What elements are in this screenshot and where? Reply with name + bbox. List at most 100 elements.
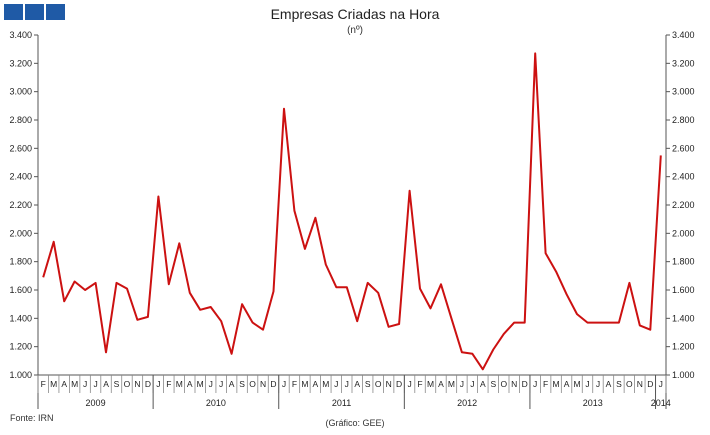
month-label: J: [533, 379, 537, 389]
month-label: F: [417, 379, 422, 389]
month-label: A: [103, 379, 109, 389]
y-tick-label-left: 3.200: [9, 58, 32, 68]
month-label: S: [114, 379, 120, 389]
y-tick-label-right: 2.200: [672, 200, 695, 210]
month-label: J: [83, 379, 87, 389]
month-label: M: [71, 379, 78, 389]
y-tick-label-right: 1.600: [672, 285, 695, 295]
month-label: M: [197, 379, 204, 389]
month-label: J: [334, 379, 338, 389]
month-label: J: [209, 379, 213, 389]
month-label: N: [637, 379, 643, 389]
year-label: 2011: [332, 398, 351, 408]
month-label: D: [145, 379, 151, 389]
month-label: A: [606, 379, 612, 389]
month-label: M: [448, 379, 455, 389]
month-label: F: [166, 379, 171, 389]
month-label: A: [229, 379, 235, 389]
logo-block-1: [4, 4, 23, 20]
month-label: J: [93, 379, 97, 389]
month-label: J: [282, 379, 286, 389]
month-label: J: [470, 379, 474, 389]
y-tick-label-left: 2.000: [9, 228, 32, 238]
y-tick-label-left: 2.800: [9, 115, 32, 125]
series-line: [42, 52, 662, 371]
month-label: D: [647, 379, 653, 389]
year-label: 2014: [651, 398, 671, 408]
month-label: O: [249, 379, 256, 389]
month-label: J: [407, 379, 411, 389]
y-tick-label-right: 3.400: [672, 30, 695, 40]
month-label: J: [585, 379, 589, 389]
chart-title: Empresas Criadas na Hora: [270, 6, 440, 22]
month-label: S: [490, 379, 496, 389]
month-label: D: [522, 379, 528, 389]
month-label: A: [354, 379, 360, 389]
y-tick-label-left: 1.800: [9, 257, 32, 267]
month-label: D: [396, 379, 402, 389]
chart-subtitle: (nº): [347, 25, 363, 36]
year-label: 2010: [206, 398, 226, 408]
y-tick-label-left: 1.600: [9, 285, 32, 295]
month-label: M: [301, 379, 308, 389]
month-label: O: [375, 379, 382, 389]
month-label: F: [292, 379, 297, 389]
y-tick-label-right: 3.000: [672, 87, 695, 97]
month-label: A: [438, 379, 444, 389]
y-tick-label-right: 1.400: [672, 313, 695, 323]
y-tick-label-right: 1.000: [672, 370, 695, 380]
y-tick-label-right: 1.800: [672, 257, 695, 267]
month-label: A: [564, 379, 570, 389]
month-label: M: [322, 379, 329, 389]
month-label: J: [596, 379, 600, 389]
month-label: A: [61, 379, 67, 389]
month-label: J: [345, 379, 349, 389]
month-label: M: [50, 379, 57, 389]
month-label: M: [573, 379, 580, 389]
month-label: J: [460, 379, 464, 389]
month-label: O: [626, 379, 633, 389]
month-label: M: [427, 379, 434, 389]
y-tick-label-left: 2.600: [9, 143, 32, 153]
month-label: J: [156, 379, 160, 389]
year-label: 2009: [86, 398, 106, 408]
y-tick-label-left: 2.200: [9, 200, 32, 210]
month-label: N: [134, 379, 140, 389]
month-label: J: [219, 379, 223, 389]
month-label: N: [260, 379, 266, 389]
chart-credit: (Gráfico: GEE): [325, 418, 385, 428]
month-label: N: [386, 379, 392, 389]
month-label: S: [239, 379, 245, 389]
y-tick-label-right: 2.800: [672, 115, 695, 125]
y-tick-label-left: 1.200: [9, 342, 32, 352]
logo-block-3: [46, 4, 65, 20]
y-tick-label-left: 1.000: [9, 370, 32, 380]
y-tick-label-left: 3.400: [9, 30, 32, 40]
y-tick-label-right: 3.200: [672, 58, 695, 68]
month-label: S: [365, 379, 371, 389]
month-label: J: [659, 379, 663, 389]
month-label: D: [270, 379, 276, 389]
year-label: 2012: [457, 398, 477, 408]
month-label: M: [553, 379, 560, 389]
month-label: F: [41, 379, 46, 389]
month-label: S: [616, 379, 622, 389]
month-label: A: [187, 379, 193, 389]
y-tick-label-right: 2.000: [672, 228, 695, 238]
source-note: Fonte: IRN: [10, 413, 54, 423]
y-tick-label-left: 1.400: [9, 313, 32, 323]
month-label: N: [511, 379, 517, 389]
y-tick-label-right: 2.400: [672, 172, 695, 182]
month-label: F: [543, 379, 548, 389]
y-tick-label-left: 3.000: [9, 87, 32, 97]
month-label: O: [124, 379, 131, 389]
month-label: O: [500, 379, 507, 389]
month-label: A: [480, 379, 486, 389]
month-label: A: [313, 379, 319, 389]
y-tick-label-right: 1.200: [672, 342, 695, 352]
y-tick-label-right: 2.600: [672, 143, 695, 153]
month-label: M: [176, 379, 183, 389]
y-tick-label-left: 2.400: [9, 172, 32, 182]
logo-block-2: [25, 4, 44, 20]
